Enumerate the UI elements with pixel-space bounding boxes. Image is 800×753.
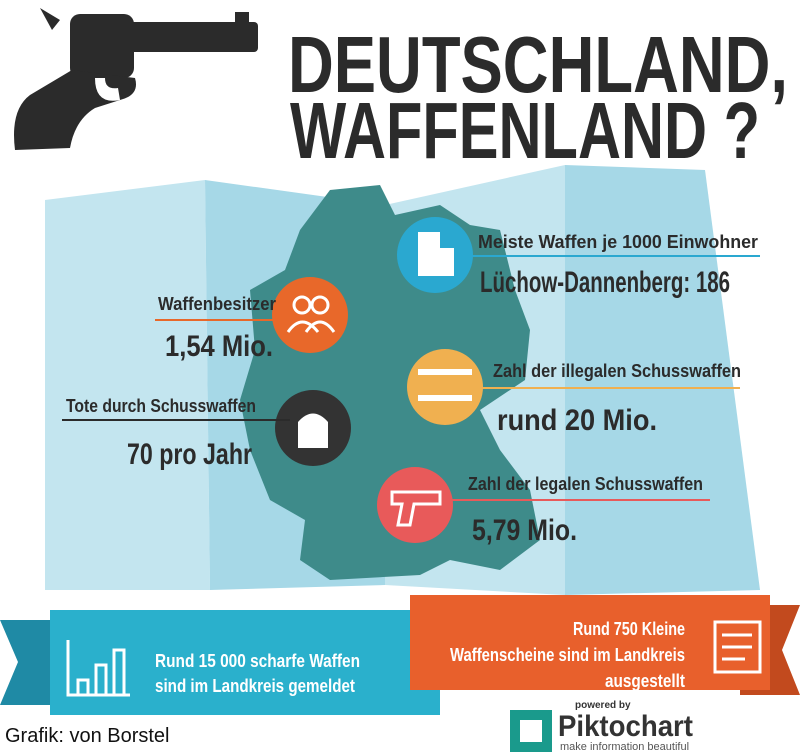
banner-text: Rund 750 Kleine [573, 619, 685, 639]
banner-text: sind im Landkreis gemeldet [155, 676, 355, 696]
building-shape [440, 248, 454, 276]
chart-icon [66, 640, 130, 697]
title-line-1: DEUTSCHLAND, [288, 20, 788, 109]
logo-mark [520, 720, 542, 742]
fact-value: 1,54 Mio. [165, 330, 273, 363]
powered-by: powered by [575, 700, 631, 711]
grave-shape [298, 413, 328, 448]
title-line-2: WAFFENLAND ? [290, 86, 760, 175]
fact-value: 70 pro Jahr [127, 438, 252, 471]
fact-value: 5,79 Mio. [472, 514, 577, 547]
credit: Grafik: von Borstel [5, 725, 170, 747]
fact-label: Zahl der legalen Schusswaffen [468, 474, 703, 494]
fact-label: Zahl der illegalen Schusswaffen [493, 361, 741, 381]
rifle-shape [418, 369, 472, 401]
banner-text: ausgestellt [605, 671, 685, 691]
fact-label: Waffenbesitzer [158, 294, 276, 314]
tagline: make information beautiful [560, 741, 689, 753]
person-shape [310, 295, 330, 315]
people-icon [272, 277, 348, 353]
building-shape [418, 232, 440, 276]
fact-label: Tote durch Schusswaffen [66, 396, 256, 416]
pistol-shape [390, 490, 442, 527]
fact-value: rund 20 Mio. [497, 404, 657, 437]
banner-text: Rund 15 000 scharfe Waffen [155, 651, 360, 671]
scroll-icon [713, 620, 762, 674]
fact-label: Meiste Waffen je 1000 Einwohner [478, 232, 758, 252]
brand: Piktochart [558, 710, 693, 743]
revolver-icon [14, 8, 258, 150]
person-shape [292, 295, 312, 315]
banner-text: Waffenscheine sind im Landkreis [450, 645, 685, 665]
fact-value: Lüchow-Dannenberg: 186 [480, 266, 730, 299]
rifles-icon [407, 349, 483, 425]
banner-right [410, 595, 770, 690]
banner-fold [0, 620, 60, 705]
person-shape [286, 320, 336, 333]
